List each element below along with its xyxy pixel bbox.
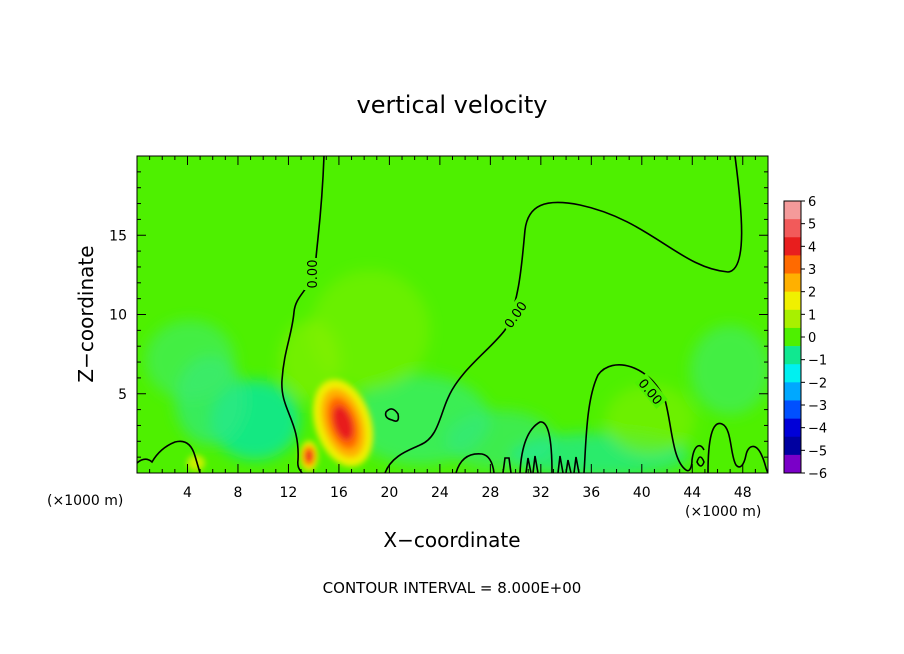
chart-title: vertical velocity xyxy=(357,91,548,119)
colorbar-swatch xyxy=(784,418,801,438)
x-tick-label: 8 xyxy=(233,485,242,501)
x-tick-label: 36 xyxy=(582,485,600,501)
colorbar-label: 3 xyxy=(808,263,816,278)
contour-labels: 0.00 0.00 0.00 xyxy=(304,258,668,409)
x-tick-label: 32 xyxy=(532,485,550,501)
x-axis: 4 8 12 16 20 24 28 32 36 40 44 48 xyxy=(149,156,756,501)
colorbar-swatch xyxy=(784,237,801,256)
colorbar-label: −2 xyxy=(808,376,827,391)
x-unit-left: (×1000 m) xyxy=(47,493,123,509)
y-tick-label: 5 xyxy=(118,387,127,403)
zero-contours xyxy=(137,156,768,473)
contour-line xyxy=(557,455,580,473)
y-tick-label: 15 xyxy=(109,228,127,244)
x-tick-label: 28 xyxy=(481,485,499,501)
updraft-cores xyxy=(187,379,374,471)
colorbar-label: 2 xyxy=(808,286,816,301)
colorbar-label: −6 xyxy=(808,467,827,482)
x-tick-label: 20 xyxy=(380,485,398,501)
contour-line xyxy=(281,156,325,473)
contour-label: 0.00 xyxy=(306,260,321,289)
x-tick-label: 4 xyxy=(183,485,192,501)
x-tick-label: 24 xyxy=(431,485,449,501)
colorbar-swatch xyxy=(784,436,801,456)
contour-line xyxy=(455,453,495,473)
colorbar-label: −5 xyxy=(808,444,827,459)
x-tick-label: 40 xyxy=(633,485,651,501)
colorbar-label: −1 xyxy=(808,354,827,369)
y-tick-label: 10 xyxy=(109,308,127,324)
warm-region xyxy=(280,320,340,400)
colorbar-label: 6 xyxy=(808,195,816,210)
x-tick-label: 48 xyxy=(734,485,752,501)
downdraft-region xyxy=(690,325,768,415)
contour-line xyxy=(696,456,705,467)
colorbar-swatch xyxy=(784,346,801,365)
y-axis-label: Z−coordinate xyxy=(74,245,98,382)
colorbar-swatch xyxy=(784,201,801,220)
colorbar-swatch xyxy=(784,327,801,347)
x-tick-label: 44 xyxy=(683,485,701,501)
contour-line xyxy=(525,455,539,473)
contour-line xyxy=(384,408,400,422)
colorbar-label: 5 xyxy=(808,218,816,233)
colorbar-swatch xyxy=(784,382,801,401)
colorbar-swatch xyxy=(784,454,801,474)
colorbar-swatch xyxy=(784,309,801,329)
colorbar-swatch xyxy=(784,400,801,419)
colorbar-swatch xyxy=(784,273,801,292)
colorbar-label: 0 xyxy=(808,331,816,346)
contour-line xyxy=(583,364,705,473)
contour-line xyxy=(384,156,743,473)
contour-line xyxy=(137,440,201,473)
colorbar-label: −4 xyxy=(808,422,827,437)
y-axis: 5 10 15 xyxy=(109,171,768,458)
colorbar-swatch xyxy=(784,364,801,383)
colorbar-swatch xyxy=(784,255,801,274)
colorbar: 6 5 4 3 2 1 0 −1 −2 −3 −4 −5 −6 xyxy=(783,195,827,482)
plot-area: 0.00 0.00 0.00 xyxy=(137,156,768,473)
contour-line xyxy=(519,421,553,473)
contour-interval: CONTOUR INTERVAL = 8.000E+00 xyxy=(323,579,582,597)
contour-line xyxy=(707,422,768,473)
x-axis-label: X−coordinate xyxy=(383,528,520,552)
contour-line xyxy=(502,457,512,473)
colorbar-label: 4 xyxy=(808,240,816,255)
colorbar-swatch xyxy=(784,219,801,238)
colorbar-label: −3 xyxy=(808,399,827,414)
shading-layer xyxy=(145,270,768,473)
colorbar-swatch xyxy=(784,291,801,311)
downdraft-region xyxy=(145,320,235,400)
x-unit-right: (×1000 m) xyxy=(685,504,761,520)
colorbar-label: 1 xyxy=(808,308,816,323)
x-tick-label: 12 xyxy=(280,485,298,501)
x-tick-label: 16 xyxy=(330,485,348,501)
